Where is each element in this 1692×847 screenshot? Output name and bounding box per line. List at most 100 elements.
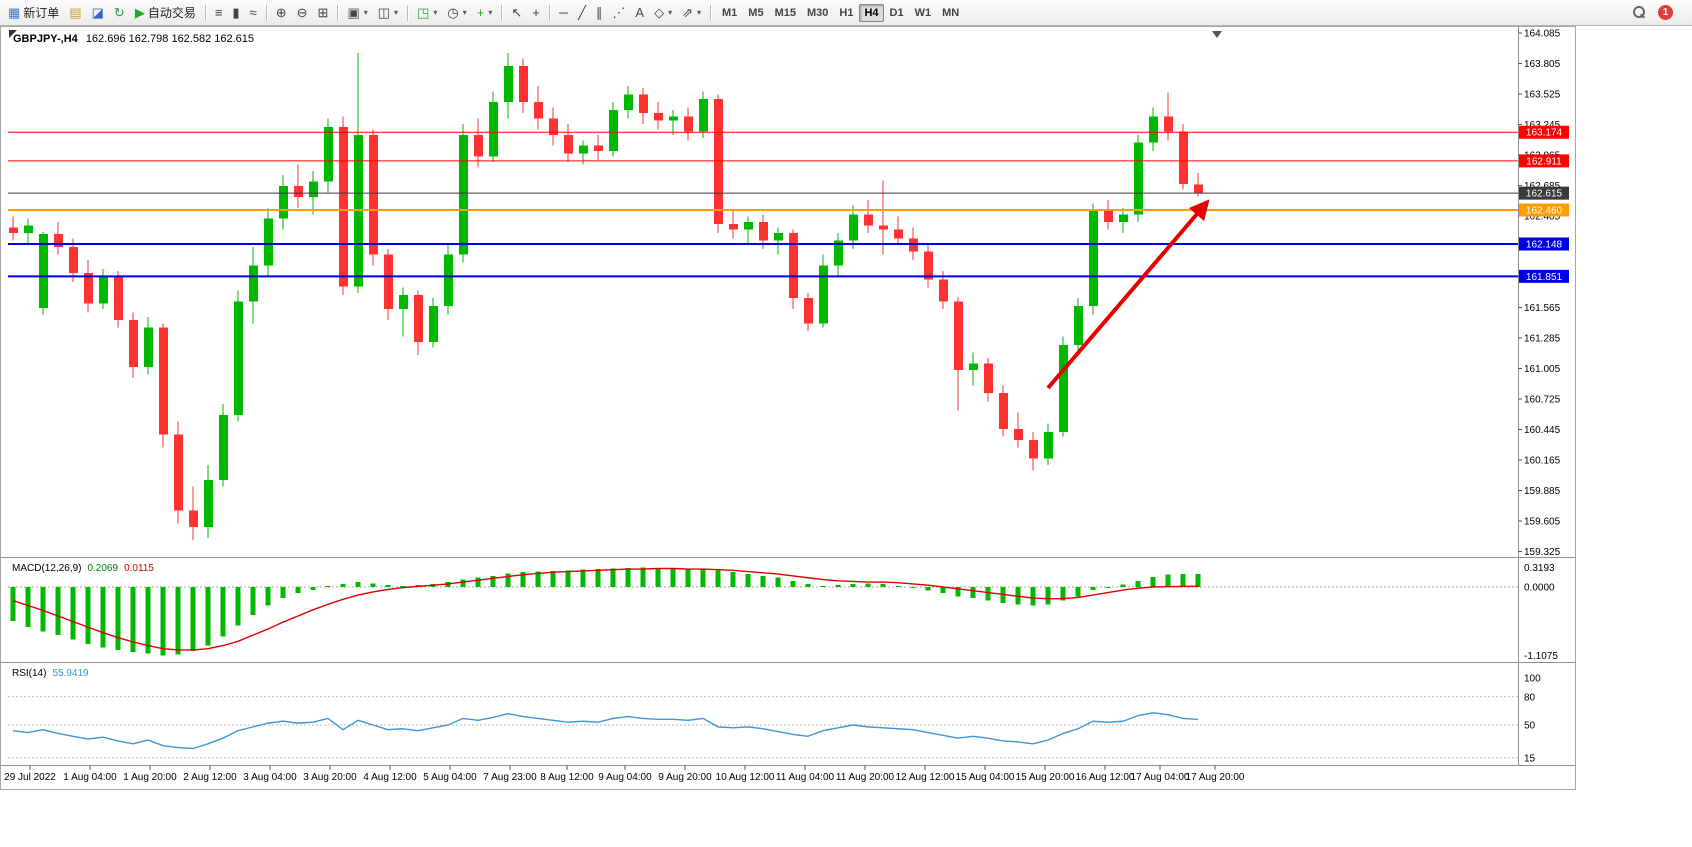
macd-bar bbox=[175, 587, 181, 655]
time-tick-label: 16 Aug 12:00 bbox=[1076, 772, 1135, 783]
candle-body bbox=[399, 294, 408, 310]
fibonacci-icon: ⋰ bbox=[612, 5, 626, 20]
search-button[interactable] bbox=[1633, 6, 1646, 19]
macd-bar bbox=[850, 583, 856, 587]
timeframe-H1[interactable]: H1 bbox=[839, 6, 854, 19]
macd-bar bbox=[880, 583, 886, 587]
zoom-in-button[interactable]: ⊕ bbox=[271, 2, 292, 23]
candle-body bbox=[999, 393, 1008, 429]
macd-bar bbox=[235, 587, 241, 626]
price-axis[interactable]: 164.085163.805163.525163.245162.965162.6… bbox=[1518, 29, 1561, 559]
shapes-icon: ◇ bbox=[654, 5, 665, 20]
period-button[interactable]: ◷ ▾ bbox=[442, 2, 471, 23]
time-tick-label: 5 Aug 04:00 bbox=[423, 772, 477, 783]
bar-chart-button[interactable]: ≡ bbox=[210, 2, 228, 23]
chart-shift-marker[interactable] bbox=[1212, 31, 1222, 38]
rsi-label: RSI(14) 55.9419 bbox=[12, 668, 89, 679]
shapes-button[interactable]: ◇ ▾ bbox=[649, 2, 677, 23]
macd-bar bbox=[340, 583, 346, 587]
trend-arrow[interactable] bbox=[1046, 199, 1210, 390]
time-tick-label: 1 Aug 20:00 bbox=[123, 772, 177, 783]
macd-bar bbox=[955, 587, 961, 597]
line-chart-button[interactable]: ≈ bbox=[245, 2, 262, 23]
macd-bar bbox=[265, 587, 271, 606]
macd-bar bbox=[1165, 574, 1171, 587]
candle-body bbox=[969, 363, 978, 371]
badge-label: 163.174 bbox=[1526, 128, 1563, 139]
tile-windows-button[interactable]: ⊞ bbox=[313, 2, 334, 23]
candle-body bbox=[669, 116, 678, 121]
macd-bar bbox=[370, 583, 376, 587]
time-tick-label: 17 Aug 04:00 bbox=[1131, 772, 1190, 783]
candle-body bbox=[984, 363, 993, 394]
channel-button[interactable]: ∥ bbox=[591, 2, 608, 23]
candle-body bbox=[309, 181, 318, 197]
macd-bar bbox=[40, 587, 46, 632]
time-tick-label: 15 Aug 20:00 bbox=[1016, 772, 1075, 783]
candle-body bbox=[474, 134, 483, 157]
timeframe-M15[interactable]: M15 bbox=[774, 6, 796, 19]
trendline-button[interactable]: ╱ bbox=[573, 2, 591, 23]
candle-body bbox=[1134, 142, 1143, 215]
candle-body bbox=[579, 145, 588, 154]
macd-bar bbox=[385, 585, 391, 587]
indicators-button[interactable]: + ▾ bbox=[472, 2, 498, 23]
time-tick-label: 3 Aug 20:00 bbox=[303, 772, 357, 783]
macd-bar bbox=[535, 571, 541, 587]
macd-bar bbox=[475, 577, 481, 587]
badge-label: 162.911 bbox=[1526, 156, 1562, 167]
macd-histogram bbox=[10, 567, 1201, 656]
chart-canvas[interactable]: 164.085163.805163.525163.245162.965162.6… bbox=[0, 26, 1576, 790]
symbol-period-label: GBPJPY-,H4 bbox=[13, 33, 79, 45]
candle-body bbox=[819, 265, 828, 324]
text-tool-button[interactable]: A bbox=[630, 2, 649, 23]
time-axis[interactable]: 29 Jul 2022 1 Aug 04:00 1 Aug 20:00 2 Aug 1… bbox=[4, 765, 1245, 784]
market-watch-button[interactable]: ◪ bbox=[87, 2, 109, 23]
cursor-button[interactable]: ↖ bbox=[506, 2, 527, 23]
notification-badge[interactable]: 1 bbox=[1658, 5, 1673, 20]
macd-bar bbox=[10, 587, 16, 621]
time-tick-label: 4 Aug 12:00 bbox=[363, 772, 417, 783]
price-level-badge: 162.148 bbox=[1519, 237, 1569, 251]
toolbar-group: ↖ + bbox=[506, 1, 545, 25]
timeframe-W1[interactable]: W1 bbox=[914, 6, 932, 19]
dropdown-caret-icon: ▾ bbox=[696, 8, 701, 17]
time-tick-label: 11 Aug 04:00 bbox=[776, 772, 835, 783]
zoom-out-button[interactable]: ⊖ bbox=[292, 2, 313, 23]
crosshair-button[interactable]: + bbox=[527, 2, 545, 23]
timeframe-D1[interactable]: D1 bbox=[889, 6, 904, 19]
candlestick-chart-button[interactable]: ▮ bbox=[227, 2, 244, 23]
macd-bar bbox=[310, 587, 316, 591]
toolbar-separator bbox=[710, 4, 711, 21]
candle-body bbox=[624, 94, 633, 110]
candle-body bbox=[1179, 131, 1188, 184]
cascade-windows-button[interactable]: ◫ ▾ bbox=[373, 2, 403, 23]
arrange-windows-button[interactable]: ▣ ▾ bbox=[342, 2, 372, 23]
timeframe-M1[interactable]: M1 bbox=[722, 6, 738, 19]
price-level-badge: 162.460 bbox=[1519, 203, 1569, 217]
candle-body bbox=[714, 98, 723, 225]
timeframe-M30[interactable]: M30 bbox=[806, 6, 829, 19]
macd-bar bbox=[100, 587, 106, 648]
auto-trading-button[interactable]: ▶ 自动交易 bbox=[130, 2, 201, 23]
arrows-tool-button[interactable]: ⇗ ▾ bbox=[677, 2, 706, 23]
new-order-button[interactable]: ▦ 新订单 bbox=[3, 2, 64, 23]
candle-body bbox=[189, 510, 198, 527]
timeframe-MN[interactable]: MN bbox=[942, 6, 960, 19]
badge-background bbox=[1519, 237, 1569, 251]
toolbar-separator bbox=[501, 4, 503, 21]
horizontal-line-button[interactable]: ─ bbox=[554, 2, 573, 23]
toolbar-group: ▣ ▾ ◫ ▾ bbox=[342, 1, 403, 25]
badge-label: 161.851 bbox=[1526, 272, 1563, 283]
new-chart-button[interactable]: ◳ ▾ bbox=[412, 2, 442, 23]
timeframe-M5[interactable]: M5 bbox=[748, 6, 764, 19]
macd-bar bbox=[910, 587, 916, 589]
timeframe-H4[interactable]: H4 bbox=[859, 3, 884, 22]
fibonacci-button[interactable]: ⋰ bbox=[607, 2, 630, 23]
refresh-button[interactable]: ↻ bbox=[109, 2, 130, 23]
refresh-icon: ↻ bbox=[113, 5, 125, 20]
candle-body bbox=[444, 254, 453, 306]
chart-profiles-button[interactable]: ▤ bbox=[64, 2, 86, 23]
time-tick-label: 7 Aug 23:00 bbox=[483, 772, 537, 783]
rsi-label-part: RSI(14) bbox=[12, 668, 46, 679]
